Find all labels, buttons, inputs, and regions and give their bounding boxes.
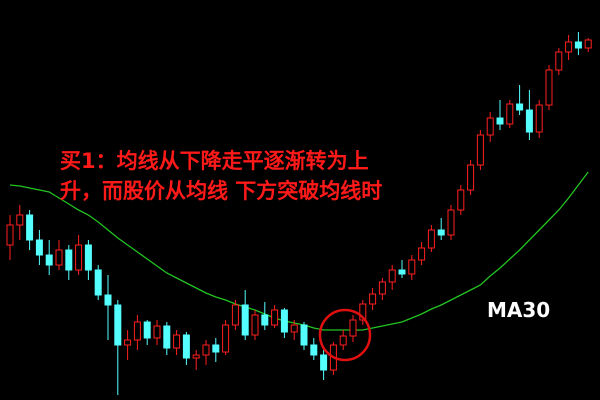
candle-body [378, 281, 386, 295]
candle-body [496, 117, 504, 125]
candle-body [114, 304, 122, 346]
candle-body [545, 69, 553, 106]
candle-body [261, 314, 269, 326]
candle-body [251, 314, 259, 336]
candle-body [320, 354, 328, 371]
candle-body [202, 344, 210, 356]
candle-body [418, 247, 426, 261]
candle-body [182, 334, 190, 359]
candle-body [212, 344, 220, 353]
candle-body [16, 214, 24, 226]
highlight-circle [318, 308, 372, 362]
candle-body [133, 321, 141, 341]
candle-body [310, 344, 318, 356]
candle-body [124, 339, 132, 346]
candle-body [143, 321, 151, 339]
candle-body [398, 269, 406, 275]
candle-body [467, 164, 475, 191]
candle-body [26, 214, 34, 241]
candle-body [6, 224, 14, 246]
candle-body [35, 239, 43, 256]
candle-body [55, 249, 63, 266]
candle-body [506, 103, 514, 125]
annotation: 升，而股价从均线 下方突破均线时 [60, 179, 382, 203]
candle-body [476, 134, 484, 166]
candle-body [408, 259, 416, 275]
candle-body [241, 304, 249, 336]
candle-body [65, 249, 73, 271]
candle-body [516, 103, 524, 111]
candle-body [584, 39, 592, 49]
candle-body [231, 304, 239, 326]
candle-body [222, 324, 230, 353]
candle-body [94, 269, 102, 296]
candle-body [525, 109, 533, 133]
candle-body [486, 117, 494, 136]
candle-body [75, 244, 83, 271]
candle-body [369, 293, 377, 305]
candle-body [45, 254, 53, 266]
candle-body [104, 294, 112, 306]
candle-body [574, 41, 582, 49]
candle-body [447, 209, 455, 236]
candle-body [535, 104, 543, 133]
annotation: 买1：均线从下降走平逐渐转为上 [60, 149, 369, 173]
candle-body [290, 324, 298, 333]
candle-body [280, 309, 288, 333]
candle-body [339, 335, 347, 346]
candle-body [173, 334, 181, 349]
candle-body [153, 325, 161, 339]
candle-body [565, 41, 573, 53]
candle-body [457, 189, 465, 211]
candle-body [84, 244, 92, 271]
candle-body [555, 51, 563, 71]
ma-line [9, 171, 589, 331]
candle-body [388, 269, 396, 283]
candle-body [300, 324, 308, 346]
candle-body [359, 303, 367, 321]
candle-body [349, 319, 357, 337]
candle-body [271, 309, 279, 326]
legend-label: MA30 [487, 298, 550, 322]
candle-body [427, 229, 435, 249]
candle-body [192, 354, 200, 359]
candle-body [163, 325, 171, 349]
candle-body [437, 229, 445, 236]
